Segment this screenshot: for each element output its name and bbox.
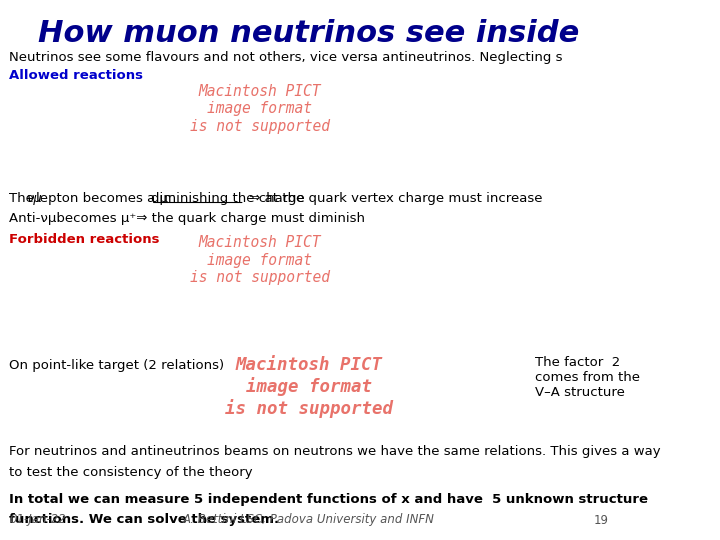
Text: For neutrinos and antineutrinos beams on neutrons we have the same relations. Th: For neutrinos and antineutrinos beams on… [9,446,661,458]
Text: νμ: νμ [27,192,42,205]
Text: Macintosh PICT
image format
is not supported: Macintosh PICT image format is not suppo… [189,84,330,133]
Text: A. Bettini LSC, Padova University and INFN: A. Bettini LSC, Padova University and IN… [183,514,435,526]
Text: Forbidden reactions: Forbidden reactions [9,233,160,246]
Text: to test the consistency of the theory: to test the consistency of the theory [9,466,253,479]
Text: Macintosh PICT
image format
is not supported: Macintosh PICT image format is not suppo… [225,356,393,418]
Text: Macintosh PICT
image format
is not supported: Macintosh PICT image format is not suppo… [189,235,330,285]
Text: 19: 19 [594,514,608,526]
Text: The factor  2
comes from the
V–A structure: The factor 2 comes from the V–A structur… [534,356,639,400]
Text: 01-Jan-22: 01-Jan-22 [9,514,66,526]
Text: functions. We can solve the system.: functions. We can solve the system. [9,513,279,526]
Text: Anti-νμbecomes μ⁺⇒ the quark charge must diminish: Anti-νμbecomes μ⁺⇒ the quark charge must… [9,212,365,225]
Text: lepton becomes a μ⁻: lepton becomes a μ⁻ [37,192,180,205]
Text: In total we can measure 5 independent functions of x and have  5 unknown structu: In total we can measure 5 independent fu… [9,492,648,505]
Text: On point-like target (2 relations): On point-like target (2 relations) [9,359,225,372]
Text: Allowed reactions: Allowed reactions [9,69,143,82]
Text: Neutrinos see some flavours and not others, vice versa antineutrinos. Neglecting: Neutrinos see some flavours and not othe… [9,51,563,64]
Text: The: The [9,192,38,205]
Text: diminishing the charge: diminishing the charge [150,192,305,205]
Text: How muon neutrinos see inside: How muon neutrinos see inside [38,19,580,48]
Text: ⇒ at the quark vertex charge must increase: ⇒ at the quark vertex charge must increa… [245,192,542,205]
